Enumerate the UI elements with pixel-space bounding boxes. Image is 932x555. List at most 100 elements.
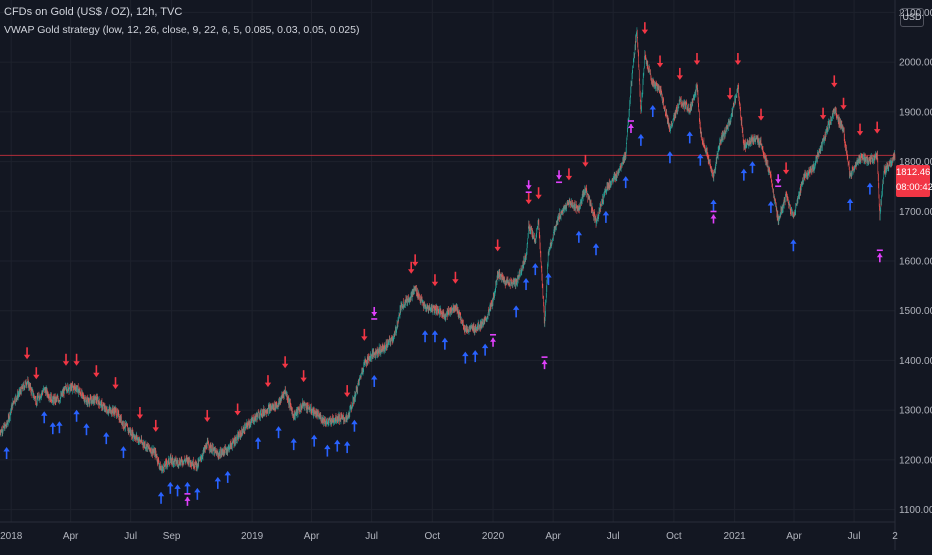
x-tick-label: 2021 xyxy=(723,531,746,542)
sell-signal-arrow xyxy=(234,403,241,416)
x-tick-label: Jul xyxy=(607,531,620,542)
last-price-tag: 1812.46 08:00:42 xyxy=(896,165,932,197)
buy-signal-arrow xyxy=(103,432,110,445)
x-tick-label: 2020 xyxy=(482,531,505,542)
buy-signal-arrow xyxy=(120,446,127,459)
exit-signal-marker xyxy=(556,170,563,184)
x-tick-label: 2018 xyxy=(0,531,23,542)
sell-signal-arrow xyxy=(112,377,119,390)
exit-signal-marker xyxy=(490,333,497,347)
sell-signal-arrow xyxy=(782,162,790,175)
buy-signal-arrow xyxy=(522,278,530,291)
sell-signal-arrow xyxy=(204,409,211,422)
buy-signal-arrow xyxy=(73,409,80,422)
exit-signal-marker xyxy=(525,180,532,193)
sell-signal-arrow xyxy=(152,419,159,432)
y-tick-label: 1200.00 xyxy=(899,455,932,466)
buy-signal-arrow xyxy=(224,470,231,483)
buy-signal-arrow xyxy=(431,330,439,343)
sell-signal-arrow xyxy=(343,385,351,398)
buy-signal-arrow xyxy=(343,441,351,454)
sell-signal-arrow xyxy=(407,261,415,274)
x-tick-label: 2019 xyxy=(241,531,264,542)
sell-signal-arrow xyxy=(582,154,589,167)
sell-signal-arrow xyxy=(300,370,307,383)
sell-signal-arrow xyxy=(264,375,272,388)
buy-signal-arrow xyxy=(649,105,656,118)
x-tick-label: Sep xyxy=(163,531,181,542)
buy-signal-arrow xyxy=(174,484,181,497)
x-tick-label: Apr xyxy=(304,531,320,542)
buy-signal-arrow xyxy=(767,200,775,213)
sell-signal-arrow xyxy=(494,239,501,252)
currency-button[interactable]: USD xyxy=(900,8,924,27)
last-price-value: 1812.46 xyxy=(896,167,931,178)
sell-signal-arrow xyxy=(676,67,684,80)
y-tick-label: 1400.00 xyxy=(899,356,932,367)
sell-signal-arrow xyxy=(831,75,838,88)
buy-signal-arrow xyxy=(592,243,600,256)
x-tick-label: Apr xyxy=(545,531,561,542)
x-tick-label: Oct xyxy=(425,531,441,542)
buy-signal-arrow xyxy=(290,438,297,451)
exit-signal-marker xyxy=(541,356,548,370)
buy-signal-arrow xyxy=(334,439,341,452)
buy-signal-arrow xyxy=(49,422,57,435)
x-tick-label: Jul xyxy=(124,531,137,542)
buy-signal-arrow xyxy=(846,198,854,211)
buy-signal-arrow xyxy=(790,239,797,252)
buy-signal-arrow xyxy=(532,263,539,276)
y-tick-label: 1900.00 xyxy=(899,107,932,118)
buy-signal-arrow xyxy=(866,182,874,195)
bar-countdown: 08:00:42 xyxy=(896,182,932,193)
y-tick-label: 1500.00 xyxy=(899,306,932,317)
buy-signal-arrow xyxy=(310,434,318,447)
sell-signal-arrow xyxy=(93,365,100,378)
sell-signal-arrow xyxy=(73,353,80,366)
y-tick-label: 1700.00 xyxy=(899,207,932,218)
buy-signal-arrow xyxy=(56,421,63,434)
buy-signal-arrow xyxy=(512,305,520,318)
buy-signal-arrow xyxy=(254,437,262,450)
exit-signal-marker xyxy=(184,493,191,506)
exit-signal-marker xyxy=(876,249,883,263)
sell-signal-arrow xyxy=(819,107,827,120)
y-tick-label: 2100.00 xyxy=(899,8,932,19)
price-axis[interactable]: 1100.00 1200.00 1300.00 1400.00 1500.00 1600.… xyxy=(899,8,932,516)
sell-signal-arrow xyxy=(33,367,40,380)
sell-signal-arrow xyxy=(62,353,70,366)
x-tick-label: Oct xyxy=(666,531,682,542)
buy-signal-arrow xyxy=(83,423,90,436)
buy-signal-arrow xyxy=(481,343,489,356)
buy-signal-arrow xyxy=(462,351,469,364)
sell-signal-arrow xyxy=(757,108,765,121)
buy-signal-arrow xyxy=(749,161,756,174)
buy-signal-arrow xyxy=(602,210,610,223)
buy-signal-arrow xyxy=(545,273,552,286)
sell-signal-arrow xyxy=(656,55,664,68)
buy-signal-arrow xyxy=(3,447,10,460)
sell-signal-arrow xyxy=(452,271,459,284)
x-tick-label: Apr xyxy=(63,531,79,542)
sell-signal-arrow xyxy=(873,121,881,134)
sell-signal-arrow xyxy=(535,187,542,200)
buy-signal-arrow xyxy=(194,487,201,500)
buy-signal-arrow xyxy=(157,491,165,504)
symbol-title[interactable]: CFDs on Gold (US$ / OZ), 12h, TVC xyxy=(4,6,183,18)
sell-signal-arrow xyxy=(693,53,701,65)
indicator-legend[interactable]: VWAP Gold strategy (low, 12, 26, close, … xyxy=(4,24,360,36)
buy-signal-arrow xyxy=(371,374,378,387)
x-tick-label: Jul xyxy=(848,531,861,542)
x-tick-label: 2 xyxy=(892,531,898,542)
sell-signal-arrow xyxy=(840,97,847,110)
time-axis[interactable]: 2018 Apr Jul Sep 2019 Apr Jul Oct 2020 Apr Jul Oct 2… xyxy=(0,531,898,542)
buy-signal-arrow xyxy=(710,199,717,212)
sell-signal-arrow xyxy=(431,274,439,287)
strategy-signals xyxy=(3,22,883,506)
exit-signal-marker xyxy=(775,174,782,188)
sell-signal-arrow xyxy=(136,406,144,419)
y-tick-label: 1800.00 xyxy=(899,157,932,168)
buy-signal-arrow xyxy=(184,481,191,494)
